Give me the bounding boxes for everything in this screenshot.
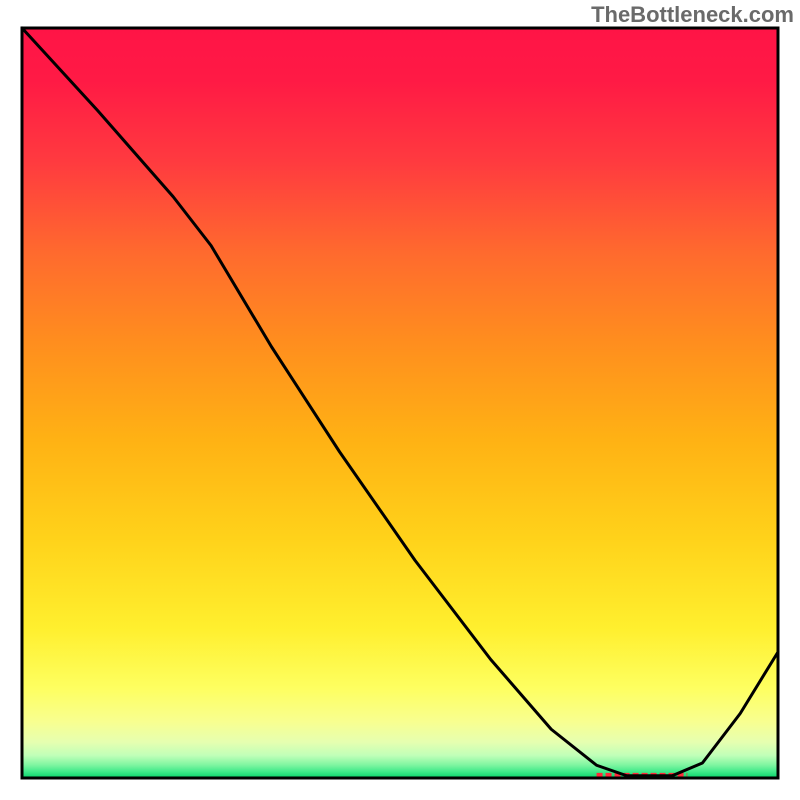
bottleneck-chart (0, 0, 800, 800)
chart-container: TheBottleneck.com (0, 0, 800, 800)
watermark-text: TheBottleneck.com (591, 2, 794, 28)
plot-background (22, 28, 778, 778)
